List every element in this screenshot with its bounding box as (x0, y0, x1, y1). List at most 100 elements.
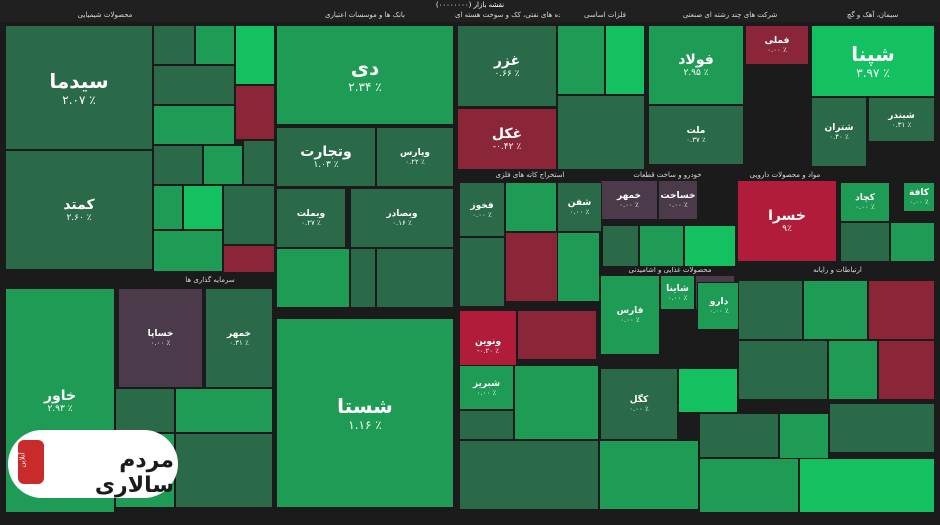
stock-tile[interactable]: شاینا ۰.۰۰ ٪ (660, 275, 695, 310)
stock-change: ۰.۳۱ ٪ (891, 120, 912, 129)
sector-header: بانک ها و موسسات اعتباری (325, 11, 405, 19)
stock-tile[interactable]: وتجارت ۱.۰۳ ٪ (276, 127, 376, 187)
stock-tile[interactable]: فولاد ۲.۹۵ ٪ (648, 25, 744, 105)
stock-change: ۰.۰۰ ٪ (620, 316, 640, 324)
stock-symbol: کمتد (63, 197, 95, 213)
stock-tile[interactable]: ملت ۰.۳۷ ٪ (648, 105, 744, 165)
stock-cell[interactable] (799, 458, 935, 513)
stock-cell[interactable] (183, 185, 223, 230)
stock-cell[interactable] (459, 440, 599, 510)
stock-tile[interactable]: کافة ۰.۰۰ ٪ (903, 182, 935, 212)
stock-cell[interactable] (602, 225, 639, 267)
stock-symbol: خاور (43, 387, 77, 404)
stock-cell[interactable] (153, 185, 183, 230)
stock-cell[interactable] (459, 410, 514, 440)
stock-cell[interactable] (840, 222, 890, 262)
stock-cell[interactable] (505, 182, 557, 232)
watermark-text: مردم سالاری (94, 448, 174, 498)
stock-tile[interactable]: سیدما ۲.۰۷ ٪ (5, 25, 153, 150)
stock-cell[interactable] (678, 368, 738, 413)
stock-tile[interactable]: خساخت ۰.۰۰ ٪ (658, 180, 698, 220)
stock-symbol: کگل (629, 395, 649, 405)
stock-symbol: فملی (764, 36, 790, 46)
stock-tile[interactable]: شبندر ۰.۳۱ ٪ (868, 97, 935, 142)
stock-cell[interactable] (153, 230, 223, 272)
stock-cell[interactable] (223, 245, 275, 273)
stock-cell[interactable] (243, 140, 275, 185)
stock-cell[interactable] (195, 25, 235, 65)
sector-header: خودرو و ساخت قطعات (633, 171, 702, 179)
stock-tile[interactable]: وپارس ۰.۲۲ ٪ (376, 127, 454, 187)
stock-cell[interactable] (639, 225, 684, 267)
stock-cell[interactable] (153, 25, 195, 65)
stock-cell[interactable] (699, 458, 799, 513)
stock-change: ۲.۶۰ ٪ (66, 213, 92, 223)
stock-symbol: شبریز (472, 378, 501, 389)
stock-tile[interactable]: غزر ۰.۶۶ ٪ (457, 25, 557, 107)
stock-tile[interactable]: وبملت ۰.۲۷ ٪ (276, 188, 346, 248)
stock-cell[interactable] (557, 95, 645, 170)
stock-tile[interactable]: شبریز ۰.۰۰ ٪ (459, 365, 514, 410)
stock-tile[interactable]: کمتد ۲.۶۰ ٪ (5, 150, 153, 270)
stock-cell[interactable] (890, 222, 935, 262)
stock-tile[interactable]: کچاد ۰.۰۰ ٪ (840, 182, 890, 222)
stock-tile[interactable]: دارو ۰.۰۰ ٪ (697, 282, 741, 330)
stock-cell[interactable] (779, 413, 829, 463)
stock-cell[interactable] (557, 25, 605, 95)
stock-cell[interactable] (153, 105, 235, 145)
stock-tile[interactable]: فخوز ۰.۰۰ ٪ (459, 182, 505, 237)
stock-change: ۰.۴۰ ٪ (829, 133, 849, 141)
stock-tile[interactable]: غکل -۰.۴۲ ٪ (457, 108, 557, 170)
stock-cell[interactable] (599, 440, 699, 510)
stock-cell[interactable] (557, 232, 600, 302)
stock-cell[interactable] (223, 185, 275, 245)
stock-cell[interactable] (868, 280, 935, 340)
stock-cell[interactable] (115, 388, 175, 433)
stock-cell[interactable] (738, 280, 803, 340)
stock-cell[interactable] (175, 433, 273, 508)
stock-cell[interactable] (153, 145, 203, 185)
stock-change: -۰.۴۲ ٪ (492, 142, 522, 152)
stock-cell[interactable] (175, 388, 273, 433)
stock-tile[interactable]: کگل ۰.۰۰ ٪ (600, 368, 678, 440)
stock-change: ۲.۰۷ ٪ (62, 92, 96, 107)
stock-symbol: کچاد (855, 193, 875, 203)
stock-symbol: خساپا (147, 329, 174, 339)
stock-tile[interactable]: فملی ۰.۰۰ ٪ (745, 25, 809, 65)
stock-change: ۰.۰۰ ٪ (709, 307, 729, 315)
stock-cell[interactable] (235, 25, 275, 85)
stock-tile[interactable]: شتران ۰.۴۰ ٪ (811, 97, 867, 167)
stock-cell[interactable] (684, 225, 736, 267)
stock-cell[interactable] (517, 310, 597, 360)
stock-tile[interactable]: خمهر ۰.۳۱ ٪ (205, 288, 273, 388)
stock-cell[interactable] (235, 85, 275, 140)
stock-cell[interactable] (605, 25, 645, 95)
stock-cell[interactable] (514, 365, 599, 440)
stock-tile[interactable]: خسرا ۹٪ (737, 180, 837, 262)
stock-cell[interactable] (829, 403, 935, 453)
stock-tile[interactable]: شپنا ۳.۹۷ ٪ (811, 25, 935, 97)
stock-tile[interactable]: وبصادر ۰.۱۶ ٪ (350, 188, 454, 248)
stock-tile[interactable]: خساپا ۰.۰۰ ٪ (118, 288, 203, 388)
stock-cell[interactable] (459, 237, 505, 307)
stock-cell[interactable] (738, 340, 828, 400)
stock-cell[interactable] (350, 248, 376, 308)
stock-tile[interactable]: خمهر ۰.۰۰ ٪ (600, 180, 658, 220)
stock-tile[interactable]: شفن ۰.۰۰ ٪ (557, 182, 602, 232)
stock-cell[interactable] (153, 65, 235, 105)
stock-cell[interactable] (276, 248, 350, 308)
stock-cell[interactable] (203, 145, 243, 185)
stock-symbol: شفن (567, 198, 592, 208)
stock-tile[interactable]: دی ۲.۳۴ ٪ (276, 25, 454, 125)
stock-symbol: وتجارت (300, 144, 352, 160)
stock-cell[interactable] (828, 340, 878, 400)
stock-cell[interactable] (376, 248, 454, 308)
watermark-seal-text: آنلاین (18, 452, 27, 468)
stock-cell[interactable] (803, 280, 868, 340)
stock-cell[interactable] (878, 340, 935, 400)
stock-symbol: دارو (709, 297, 729, 307)
stock-cell[interactable] (699, 413, 779, 458)
stock-change: ۲.۹۳ ٪ (47, 403, 73, 414)
stock-tile[interactable]: فارس ۰.۰۰ ٪ (600, 275, 660, 355)
stock-tile[interactable]: شستا ۱.۱۶ ٪ (276, 318, 454, 508)
